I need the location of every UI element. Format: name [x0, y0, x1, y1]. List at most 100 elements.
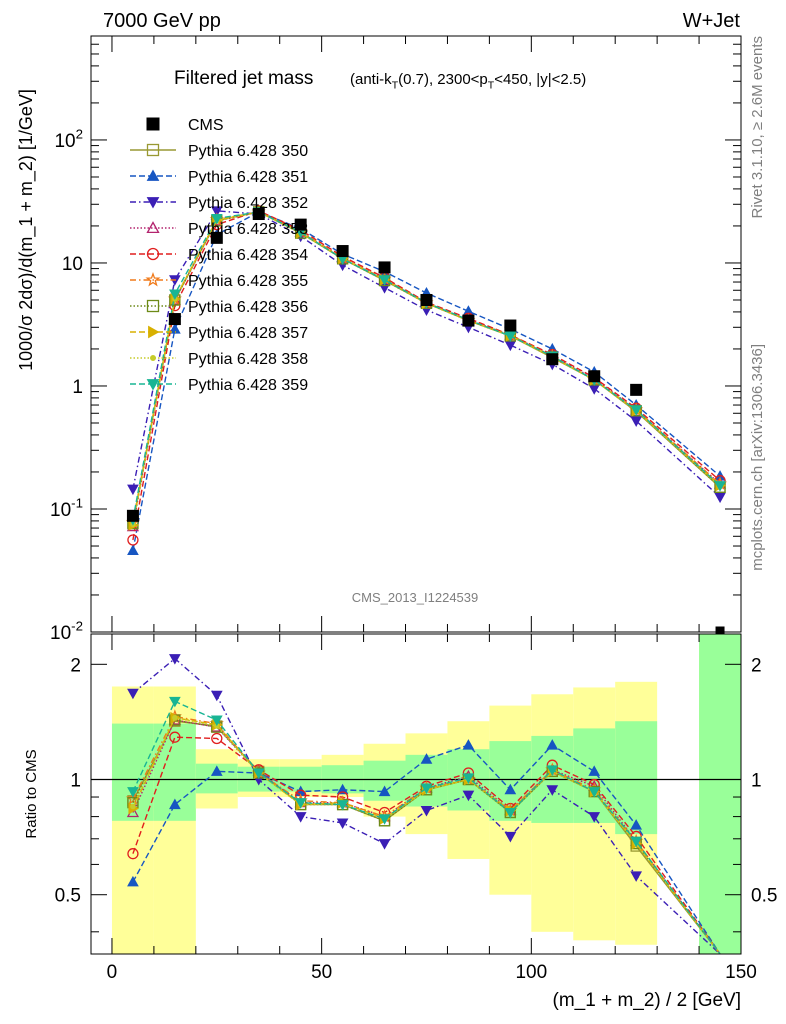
ratio-frame [90, 633, 742, 955]
legend-label: Pythia 6.428 358 [188, 351, 308, 368]
series-line [132, 211, 721, 520]
ratio-y-axis-label: Ratio to CMS [23, 749, 40, 838]
legend-label: Pythia 6.428 355 [188, 273, 308, 290]
legend-entry: Pythia 6.428 353 [130, 221, 308, 238]
ratio-point [130, 803, 136, 810]
ratio-line [132, 744, 721, 955]
legend-entry: Pythia 6.428 354 [130, 247, 308, 264]
legend-marker [146, 169, 160, 181]
legend-entry: Pythia 6.428 356 [130, 299, 308, 316]
ratio-point [169, 696, 181, 708]
ratio-point [588, 787, 601, 798]
ratio-series-pythia-6.428-359 [127, 696, 721, 955]
legend-marker [148, 325, 160, 339]
legend-marker [146, 117, 160, 131]
ratio-point [546, 765, 559, 776]
ratio-point [504, 807, 517, 819]
series-line [132, 210, 721, 541]
uncertainty-band-inner [615, 721, 658, 835]
ratio-line [132, 715, 721, 955]
ratio-point [210, 715, 223, 727]
ratio-point [504, 831, 517, 843]
series-line [132, 211, 721, 525]
ratio-point [378, 814, 391, 825]
legend-label: Pythia 6.428 356 [188, 299, 308, 316]
main-ytick-label: 1 [72, 377, 83, 398]
series-line [132, 210, 721, 498]
ratio-point [169, 731, 181, 743]
ratio-ytick-label-right: 0.5 [751, 886, 777, 907]
cms-data-point [294, 218, 307, 231]
xtick-label: 50 [311, 962, 332, 983]
legend-entry: Pythia 6.428 355 [130, 272, 308, 290]
series-point [714, 481, 726, 492]
legend-label: Pythia 6.428 359 [188, 377, 308, 394]
legend-label: Pythia 6.428 357 [188, 325, 308, 342]
main-ytick-label: 10-1​ [50, 495, 83, 521]
legend-label: Pythia 6.428 351 [188, 169, 308, 186]
series-point [210, 213, 223, 225]
ratio-point [169, 654, 181, 665]
ratio-point [546, 739, 559, 750]
legend-entry: Pythia 6.428 352 [130, 195, 308, 212]
series-point [169, 323, 181, 334]
series-point [210, 206, 223, 217]
ratio-point [127, 875, 139, 887]
cms-data-point [546, 353, 559, 366]
ratio-point [630, 836, 643, 848]
ratio-ytick-label: 1 [70, 771, 81, 792]
plot-title-sub: (anti-kT​(0.7), 2300<pT​<450, |y|<2.5) [350, 71, 586, 92]
plot-title-main: Filtered jet mass [174, 68, 313, 89]
series-point [127, 544, 139, 555]
legend-entry: Pythia 6.428 351 [130, 169, 308, 186]
cms-data-point [168, 313, 181, 326]
series-point [504, 340, 517, 352]
cms-data-point [588, 370, 601, 383]
ratio-point [211, 732, 223, 745]
series-point [169, 289, 181, 300]
legend-entry: CMS [146, 117, 224, 134]
main-ytick-label: 102​ [54, 126, 83, 152]
mcplots-label: mcplots.cern.ch [arXiv:1306.3436] [749, 344, 766, 571]
ratio-point [172, 715, 178, 721]
series-point [378, 275, 391, 286]
ratio-point [462, 739, 475, 750]
legend-marker [146, 143, 160, 157]
legend-marker [146, 221, 160, 234]
cms-data-point [630, 383, 643, 396]
ratio-point [127, 848, 139, 860]
series-point [630, 416, 643, 427]
ratio-line [132, 716, 721, 955]
cms-data-point [420, 293, 433, 306]
legend-entry: Pythia 6.428 350 [130, 143, 308, 160]
ratio-point [588, 812, 601, 823]
series-line [132, 211, 721, 551]
ratio-ytick-label-right: 2 [751, 655, 762, 676]
ratio-point [252, 768, 265, 780]
legend-label: Pythia 6.428 350 [188, 143, 308, 160]
main-ytick-label: 10 [62, 254, 83, 275]
header-left-label: 7000 GeV pp [103, 10, 221, 32]
ratio-point [169, 798, 181, 810]
cms-data-point [378, 261, 391, 274]
series-point [588, 384, 601, 395]
legend-label: Pythia 6.428 354 [188, 247, 308, 264]
main-ytick-label: 10-2​ [50, 618, 83, 644]
cms-data-point [462, 314, 475, 327]
cms-data-point [504, 319, 517, 332]
ratio-ytick-label-right: 1 [751, 771, 762, 792]
main-panel: 10-2​ 10-1​ 1 10 102​ Filtered jet mass (ant… [16, 35, 742, 644]
uncertainty-band-inner [699, 634, 741, 954]
ratio-point [462, 790, 475, 802]
ratio-point [630, 871, 643, 882]
ratio-line [132, 700, 721, 955]
ratio-point [462, 773, 475, 784]
ratio-point [420, 805, 433, 817]
legend: CMS Pythia 6.428 350 Pythia 6.428 351 Pythi… [130, 117, 308, 394]
legend-marker [146, 379, 160, 391]
rivet-version-label: Rivet 3.1.10, ≥ 2.6M events [749, 36, 766, 219]
ratio-point [588, 765, 601, 776]
legend-entry: Pythia 6.428 358 [130, 351, 308, 368]
ratio-point [294, 798, 307, 809]
